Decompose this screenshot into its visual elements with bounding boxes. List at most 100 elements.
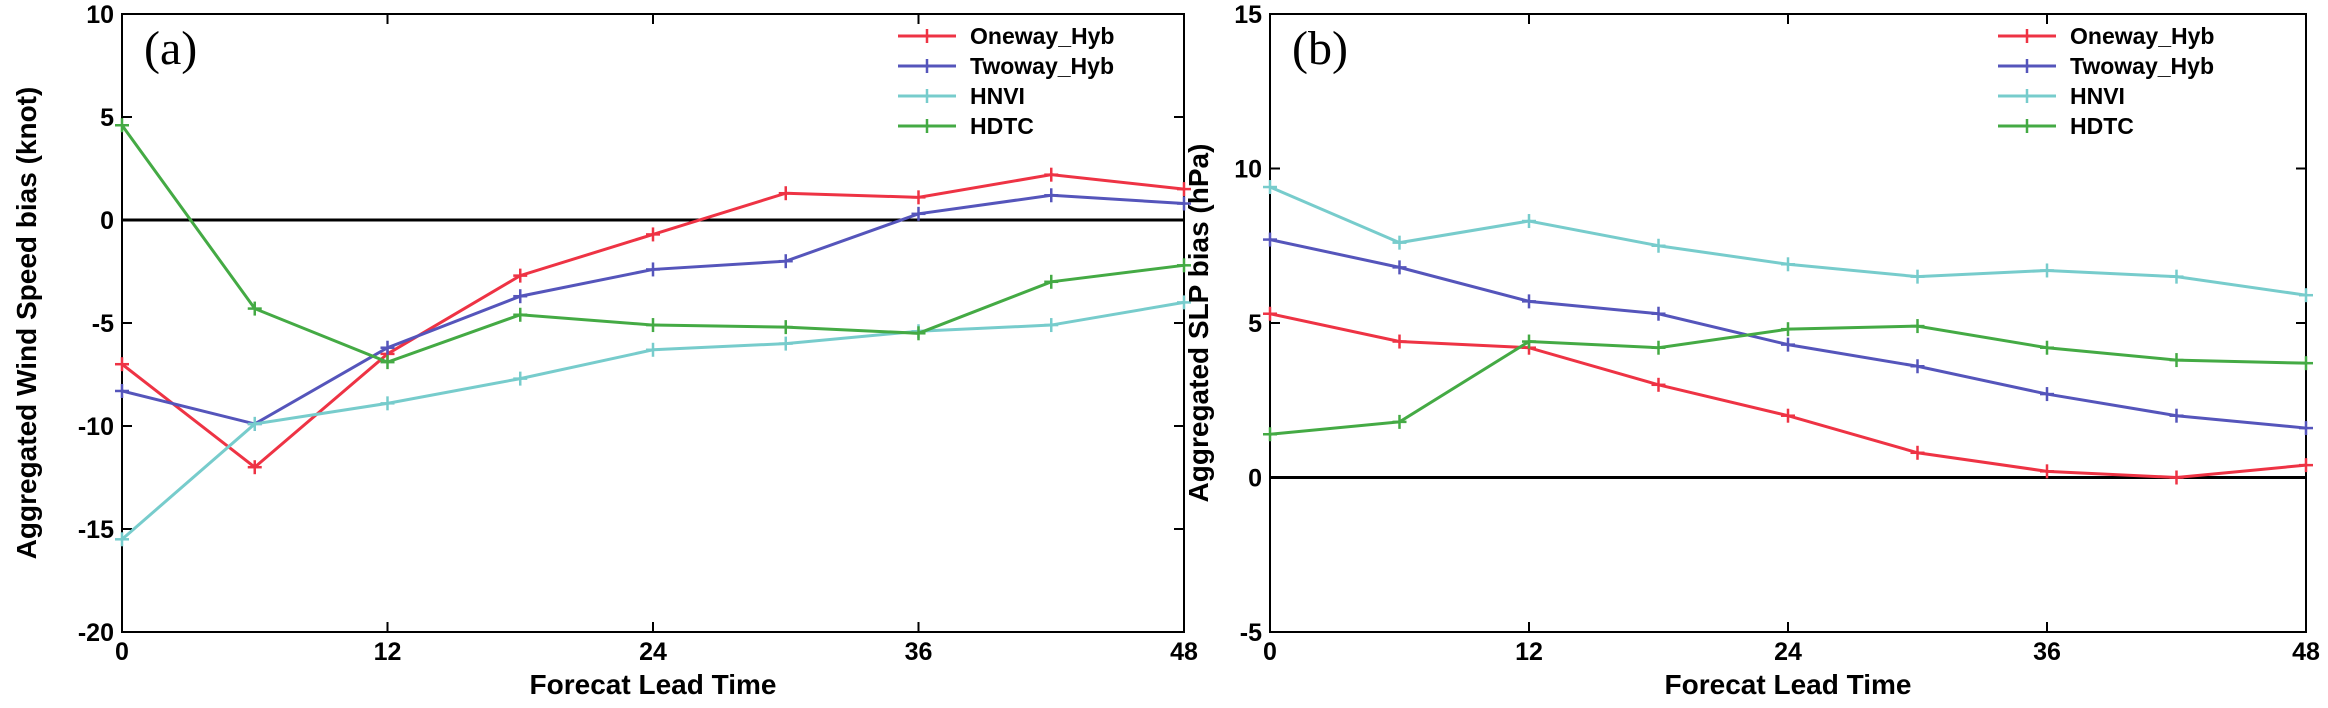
legend-label: Twoway_Hyb bbox=[970, 53, 1114, 79]
data-point bbox=[646, 318, 660, 333]
y-axis-label: Aggregated SLP bias (hPa) bbox=[1183, 144, 1214, 503]
y-tick-label: 5 bbox=[100, 104, 114, 132]
data-point bbox=[1392, 260, 1407, 275]
data-point bbox=[1177, 258, 1191, 273]
legend-label: Oneway_Hyb bbox=[2070, 23, 2214, 49]
x-tick-label: 12 bbox=[1515, 638, 1543, 666]
series-hdtc bbox=[1263, 319, 2313, 442]
series-oneway-hyb bbox=[1263, 306, 2313, 485]
data-point bbox=[646, 262, 660, 277]
x-tick-label: 48 bbox=[1170, 638, 1198, 666]
data-point bbox=[247, 416, 262, 431]
legend-item: Oneway_Hyb bbox=[1998, 23, 2214, 49]
legend: Oneway_Hyb Twoway_Hyb HNVI HDTC bbox=[898, 23, 1114, 139]
legend: Oneway_Hyb Twoway_Hyb HNVI HDTC bbox=[1998, 23, 2214, 139]
data-point bbox=[778, 320, 793, 335]
legend-item: Twoway_Hyb bbox=[1998, 53, 2214, 79]
data-point bbox=[513, 289, 528, 304]
data-point bbox=[2040, 464, 2054, 479]
y-tick-label: 5 bbox=[1248, 310, 1262, 338]
data-point bbox=[1044, 274, 1059, 289]
data-point bbox=[1044, 318, 1059, 333]
panel-label: (b) bbox=[1292, 22, 1348, 75]
data-point bbox=[1392, 414, 1407, 429]
y-tick-label: -5 bbox=[1240, 619, 1262, 647]
y-tick-label: 10 bbox=[86, 1, 114, 29]
y-tick-label: -15 bbox=[78, 516, 114, 544]
x-tick-label: 36 bbox=[905, 638, 933, 666]
data-point bbox=[2169, 408, 2184, 423]
data-point bbox=[247, 460, 262, 475]
data-point bbox=[115, 532, 129, 547]
series-hdtc bbox=[115, 118, 1191, 370]
data-point bbox=[247, 301, 262, 316]
data-point bbox=[2299, 288, 2313, 303]
series-twoway-hyb bbox=[115, 188, 1191, 431]
data-point bbox=[911, 326, 926, 341]
data-point bbox=[1651, 306, 1666, 321]
series-oneway-hyb bbox=[115, 167, 1191, 475]
legend-item: Twoway_Hyb bbox=[898, 53, 1114, 79]
y-tick-label: -5 bbox=[92, 310, 114, 338]
data-point bbox=[1177, 182, 1191, 197]
x-tick-label: 24 bbox=[639, 638, 667, 666]
data-point bbox=[2299, 421, 2313, 436]
data-point bbox=[1910, 269, 1925, 284]
data-point bbox=[1392, 334, 1407, 349]
data-point bbox=[2169, 470, 2184, 485]
series-twoway-hyb bbox=[1263, 232, 2313, 436]
y-axis-label: Aggregated Wind Speed bias (knot) bbox=[11, 87, 42, 560]
data-point bbox=[1910, 359, 1925, 374]
data-point bbox=[1651, 377, 1666, 392]
y-tick-label: -20 bbox=[78, 619, 114, 647]
data-point bbox=[115, 383, 129, 398]
legend-item: HNVI bbox=[1998, 83, 2125, 109]
legend-item: HDTC bbox=[1998, 113, 2134, 139]
series-hnvi bbox=[115, 295, 1191, 547]
data-point bbox=[1522, 214, 1536, 229]
legend-label: HNVI bbox=[970, 83, 1025, 109]
data-point bbox=[1263, 180, 1277, 195]
data-point bbox=[2299, 458, 2313, 473]
y-tick-label: 10 bbox=[1234, 156, 1262, 184]
y-tick-label: 0 bbox=[1248, 465, 1262, 493]
data-point bbox=[2299, 356, 2313, 371]
data-point bbox=[1263, 232, 1277, 247]
data-point bbox=[1910, 445, 1925, 460]
x-axis-label: Forecat Lead Time bbox=[530, 669, 777, 700]
data-point bbox=[115, 357, 129, 372]
data-point bbox=[778, 186, 793, 201]
data-point bbox=[380, 355, 395, 370]
y-tick-label: 15 bbox=[1234, 1, 1262, 29]
data-point bbox=[513, 371, 528, 386]
x-tick-label: 12 bbox=[374, 638, 402, 666]
data-point bbox=[115, 118, 129, 133]
x-tick-label: 48 bbox=[2292, 638, 2320, 666]
data-point bbox=[1781, 257, 1795, 272]
data-point bbox=[1781, 408, 1795, 423]
legend-label: HNVI bbox=[2070, 83, 2125, 109]
legend-label: HDTC bbox=[970, 113, 1034, 139]
legend-item: Oneway_Hyb bbox=[898, 23, 1114, 49]
series-hnvi bbox=[1263, 180, 2313, 303]
data-point bbox=[380, 340, 395, 355]
y-tick-label: 0 bbox=[100, 207, 114, 235]
data-point bbox=[1910, 319, 1925, 334]
data-point bbox=[646, 227, 660, 242]
data-point bbox=[1044, 167, 1059, 182]
panel-label: (a) bbox=[144, 22, 197, 75]
data-point bbox=[1781, 337, 1795, 352]
data-point bbox=[911, 206, 926, 221]
data-point bbox=[1522, 334, 1536, 349]
data-point bbox=[1651, 340, 1666, 355]
y-tick-label: -10 bbox=[78, 413, 114, 441]
x-axis-label: Forecat Lead Time bbox=[1665, 669, 1912, 700]
legend-label: Twoway_Hyb bbox=[2070, 53, 2214, 79]
x-tick-label: 0 bbox=[1263, 638, 1277, 666]
data-point bbox=[1651, 238, 1666, 253]
data-point bbox=[778, 254, 793, 269]
data-point bbox=[2040, 387, 2054, 402]
data-point bbox=[1522, 294, 1536, 309]
